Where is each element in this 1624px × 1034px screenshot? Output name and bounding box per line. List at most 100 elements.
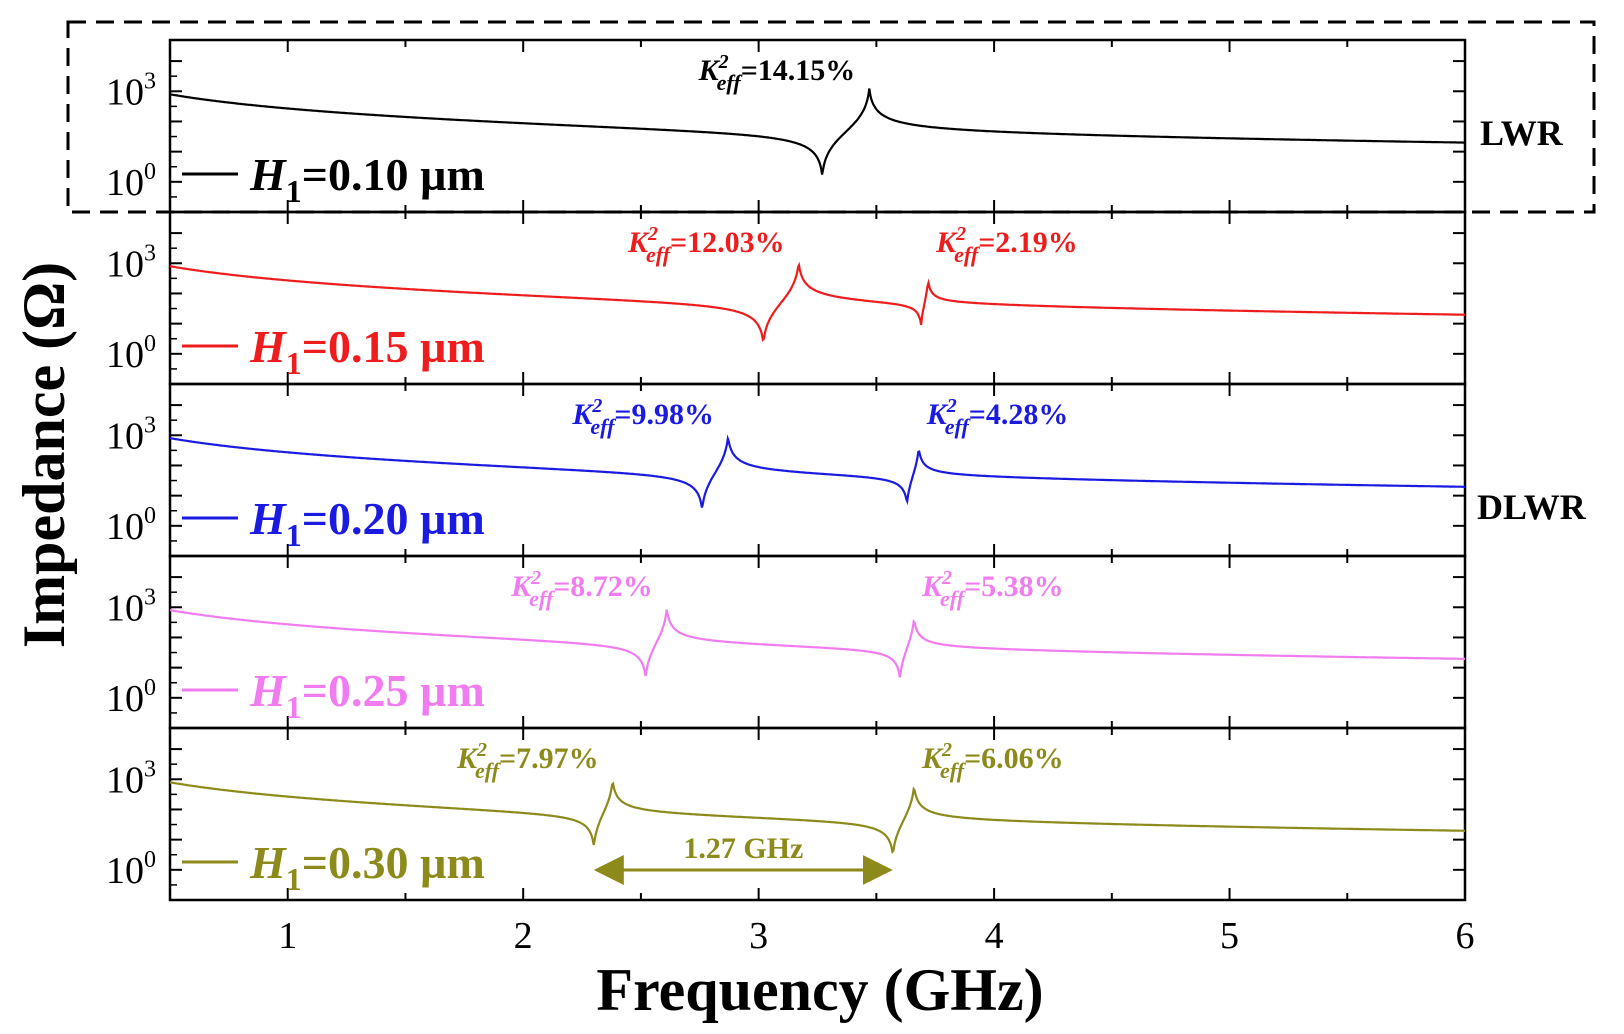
k2-symbol: K	[627, 226, 650, 259]
x-tick-label: 1	[278, 915, 297, 957]
legend-symbol: H	[249, 665, 287, 716]
panel-frame	[168, 726, 1467, 902]
y-tick-label: 103	[106, 756, 156, 801]
k2eff-annotation: K2 eff=2.19%	[935, 223, 1078, 267]
y-tick-label: 100	[106, 675, 156, 720]
k2eff-annotation: K2 eff=12.03%	[627, 223, 785, 267]
k2-subscript: eff	[529, 586, 556, 611]
k2-value: =9.98%	[614, 398, 714, 431]
legend-label: H1=0.25 µm	[249, 665, 485, 725]
k2-subscript: eff	[646, 242, 673, 267]
y-tick-exponent: 3	[144, 756, 156, 782]
y-tick-label: 100	[106, 503, 156, 548]
legend-value: =0.15 µm	[302, 321, 485, 372]
y-tick-label: 100	[106, 159, 156, 204]
k2-symbol: K	[571, 398, 594, 431]
x-tick-label: 4	[985, 915, 1004, 957]
k2-value: =6.06%	[964, 742, 1064, 775]
k2-value: =8.72%	[553, 570, 653, 603]
y-tick-exponent: 0	[144, 331, 156, 357]
k2-superscript: 2	[718, 51, 729, 73]
y-tick-exponent: 3	[144, 68, 156, 94]
k2-superscript: 2	[476, 739, 487, 761]
k2-subscript: eff	[717, 70, 744, 95]
y-tick-exponent: 3	[144, 240, 156, 266]
x-tick-label: 5	[1220, 915, 1239, 957]
k2-superscript: 2	[946, 395, 957, 417]
k2-value: =7.97%	[499, 742, 599, 775]
legend-symbol: H	[249, 493, 287, 544]
legend-subscript: 1	[286, 517, 302, 553]
k2-superscript: 2	[941, 739, 952, 761]
legend-subscript: 1	[286, 173, 302, 209]
y-axis-title: Impedance (Ω)	[11, 262, 77, 648]
k2-subscript: eff	[954, 242, 981, 267]
legend-symbol: H	[249, 321, 287, 372]
x-tick-label: 2	[514, 915, 533, 957]
k2-value: =5.38%	[964, 570, 1064, 603]
k2-value: =2.19%	[978, 226, 1078, 259]
k2-superscript: 2	[591, 395, 602, 417]
y-tick-exponent: 0	[144, 847, 156, 873]
k2-subscript: eff	[940, 586, 967, 611]
legend-subscript: 1	[286, 689, 302, 725]
legend-value: =0.20 µm	[302, 493, 485, 544]
k2-symbol: K	[510, 570, 533, 603]
k2-subscript: eff	[475, 758, 502, 783]
impedance-series-line	[169, 609, 1465, 678]
x-axis-title: Frequency (GHz)	[596, 957, 1043, 1023]
k2-symbol: K	[921, 742, 944, 775]
legend-subscript: 1	[286, 345, 302, 381]
impedance-series-line	[169, 781, 1465, 854]
group-label-lwr: LWR	[1480, 113, 1564, 153]
x-tick-label: 6	[1456, 915, 1475, 957]
x-tick-label: 3	[749, 915, 768, 957]
k2eff-annotation: K2 eff=4.28%	[926, 395, 1069, 439]
legend-label: H1=0.10 µm	[249, 149, 485, 209]
k2-value: =14.15%	[741, 54, 856, 87]
y-tick-exponent: 0	[144, 503, 156, 529]
legend-label: H1=0.15 µm	[249, 321, 485, 381]
impedance-series-line	[169, 88, 1465, 175]
legend-symbol: H	[249, 837, 287, 888]
y-tick-exponent: 3	[144, 412, 156, 438]
y-tick-exponent: 0	[144, 159, 156, 185]
k2-symbol: K	[935, 226, 958, 259]
k2-symbol: K	[698, 54, 721, 87]
k2-symbol: K	[926, 398, 949, 431]
k2-subscript: eff	[940, 758, 967, 783]
y-tick-label: 100	[106, 847, 156, 892]
group-label-dlwr: DLWR	[1477, 487, 1587, 527]
k2eff-annotation: K2 eff=6.06%	[921, 739, 1064, 783]
y-tick-label: 103	[106, 412, 156, 457]
y-tick-label: 103	[106, 68, 156, 113]
k2eff-annotation: K2 eff=8.72%	[510, 567, 653, 611]
k2-superscript: 2	[647, 223, 658, 245]
y-tick-label: 100	[106, 331, 156, 376]
k2-symbol: K	[456, 742, 479, 775]
k2eff-annotation: K2 eff=5.38%	[921, 567, 1064, 611]
k2eff-annotation: K2 eff=9.98%	[571, 395, 714, 439]
legend-label: H1=0.20 µm	[249, 493, 485, 553]
k2-value: =12.03%	[670, 226, 785, 259]
x-axis: 1 2 3 4 5 6	[278, 915, 1474, 957]
k2-symbol: K	[921, 570, 944, 603]
k2-subscript: eff	[590, 414, 617, 439]
y-tick-label: 103	[106, 584, 156, 629]
legend-label: H1=0.30 µm	[249, 837, 485, 897]
legend-subscript: 1	[286, 861, 302, 897]
legend-symbol: H	[249, 149, 287, 200]
y-tick-exponent: 3	[144, 584, 156, 610]
y-tick-exponent: 0	[144, 675, 156, 701]
k2-superscript: 2	[530, 567, 541, 589]
impedance-series-line	[169, 261, 1465, 342]
impedance-series-line	[169, 434, 1465, 508]
k2eff-annotation: K2 eff=14.15%	[698, 51, 856, 95]
legend-value: =0.10 µm	[302, 149, 485, 200]
